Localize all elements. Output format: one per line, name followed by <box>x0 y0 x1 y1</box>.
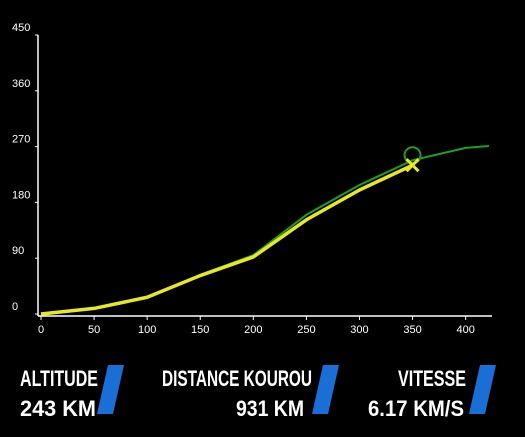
telemetry-label: ALTITUDE <box>20 366 98 391</box>
y-tick-label: 360 <box>12 78 30 90</box>
y-tick-label: 270 <box>12 134 30 146</box>
separator-bar <box>469 365 496 414</box>
telemetry: ALTITUDE 243 KM DISTANCE KOUROU 931 KM V… <box>20 365 496 421</box>
chart: 0 90 180 270 360 450 0 50 100 150 200 250 300 350 400 <box>12 22 492 336</box>
y-tick-label: 450 <box>12 22 30 34</box>
telemetry-value: 243 KM <box>20 396 96 421</box>
x-tick-label: 200 <box>244 324 262 336</box>
x-tick-label: 250 <box>297 324 315 336</box>
telemetry-label: VITESSE <box>398 366 466 391</box>
x-tick-label: 350 <box>403 324 421 336</box>
x-tick-label: 100 <box>138 324 156 336</box>
telemetry-value: 6.17 KM/S <box>368 396 464 421</box>
x-tick-label: 50 <box>88 324 100 336</box>
x-tick-label: 150 <box>191 324 209 336</box>
x-tick-label: 400 <box>456 324 474 336</box>
x-tick-label: 300 <box>350 324 368 336</box>
telemetry-label: DISTANCE KOUROU <box>162 366 312 391</box>
y-tick-label: 90 <box>12 245 24 257</box>
y-tick-label: 180 <box>12 189 30 201</box>
x-tick-label: 0 <box>38 324 44 336</box>
y-tick-label: 0 <box>12 301 18 313</box>
separator-bar <box>97 365 124 414</box>
position-cross <box>405 158 420 173</box>
telemetry-value: 931 KM <box>236 396 304 421</box>
separator-bar <box>312 365 339 414</box>
trajectory-line <box>40 163 414 316</box>
